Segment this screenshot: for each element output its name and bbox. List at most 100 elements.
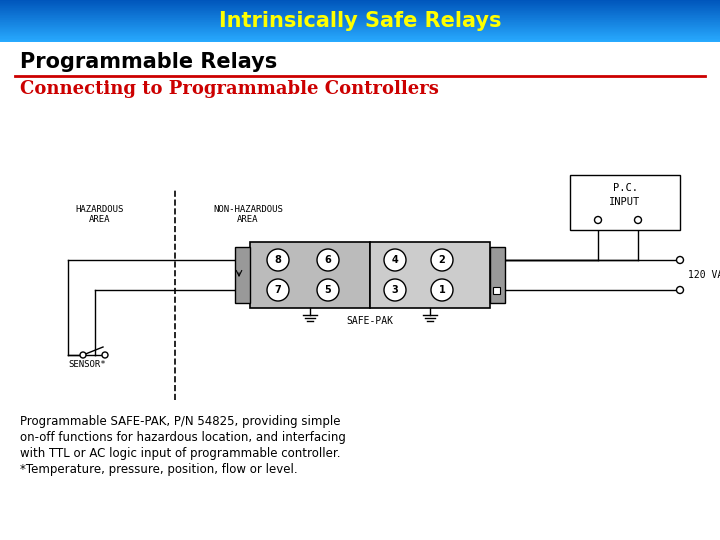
Bar bbox=[0, 30, 720, 31]
Bar bbox=[0, 11, 720, 12]
Bar bbox=[0, 34, 720, 35]
Bar bbox=[490, 247, 505, 303]
Bar bbox=[0, 22, 720, 23]
Bar bbox=[0, 21, 720, 22]
Bar bbox=[0, 8, 720, 9]
Bar bbox=[0, 4, 720, 5]
Bar bbox=[0, 3, 720, 4]
Bar bbox=[0, 35, 720, 36]
Bar bbox=[370, 242, 490, 308]
Bar bbox=[0, 32, 720, 33]
Bar bbox=[0, 23, 720, 24]
Bar bbox=[0, 17, 720, 18]
Bar bbox=[0, 16, 720, 17]
Circle shape bbox=[595, 217, 601, 224]
Bar bbox=[0, 2, 720, 3]
Circle shape bbox=[267, 279, 289, 301]
Text: Intrinsically Safe Relays: Intrinsically Safe Relays bbox=[219, 11, 501, 31]
Text: 5: 5 bbox=[325, 285, 331, 295]
Bar bbox=[0, 20, 720, 21]
Text: 3: 3 bbox=[392, 285, 398, 295]
Bar bbox=[0, 19, 720, 21]
Bar bbox=[0, 9, 720, 10]
Bar bbox=[0, 0, 720, 2]
Bar bbox=[0, 9, 720, 10]
Circle shape bbox=[431, 249, 453, 271]
Text: Connecting to Programmable Controllers: Connecting to Programmable Controllers bbox=[20, 80, 439, 98]
Bar bbox=[0, 21, 720, 22]
Text: SENSOR*: SENSOR* bbox=[68, 360, 106, 369]
Bar bbox=[0, 10, 720, 11]
Bar bbox=[235, 247, 250, 303]
Circle shape bbox=[677, 287, 683, 294]
Bar bbox=[0, 37, 720, 38]
Bar bbox=[570, 175, 680, 230]
Bar bbox=[0, 25, 720, 26]
Bar bbox=[0, 18, 720, 19]
Bar bbox=[0, 39, 720, 40]
Circle shape bbox=[317, 279, 339, 301]
Bar bbox=[0, 2, 720, 3]
Bar bbox=[493, 287, 500, 294]
Bar bbox=[0, 7, 720, 9]
Bar bbox=[0, 31, 720, 32]
Circle shape bbox=[267, 249, 289, 271]
Bar bbox=[0, 1, 720, 2]
Bar bbox=[0, 35, 720, 36]
Bar bbox=[0, 0, 720, 1]
Text: Programmable SAFE-PAK, P/N 54825, providing simple: Programmable SAFE-PAK, P/N 54825, provid… bbox=[20, 415, 341, 428]
Text: HAZARDOUS
AREA: HAZARDOUS AREA bbox=[76, 205, 124, 225]
Circle shape bbox=[677, 256, 683, 264]
Bar bbox=[0, 39, 720, 40]
Text: Programmable Relays: Programmable Relays bbox=[20, 52, 277, 72]
Bar bbox=[250, 242, 370, 308]
Bar bbox=[0, 15, 720, 16]
Text: 6: 6 bbox=[325, 255, 331, 265]
Circle shape bbox=[102, 352, 108, 358]
Text: P.C.: P.C. bbox=[613, 183, 637, 193]
Text: with TTL or AC logic input of programmable controller.: with TTL or AC logic input of programmab… bbox=[20, 447, 341, 460]
Text: 8: 8 bbox=[274, 255, 282, 265]
Bar bbox=[0, 4, 720, 5]
Circle shape bbox=[431, 279, 453, 301]
Text: 4: 4 bbox=[392, 255, 398, 265]
Bar bbox=[0, 37, 720, 38]
Bar bbox=[0, 36, 720, 37]
Text: on-off functions for hazardous location, and interfacing: on-off functions for hazardous location,… bbox=[20, 431, 346, 444]
Bar bbox=[0, 30, 720, 31]
Bar bbox=[0, 28, 720, 29]
Bar bbox=[0, 23, 720, 24]
Bar bbox=[0, 27, 720, 28]
Bar bbox=[0, 14, 720, 16]
Bar bbox=[0, 41, 720, 42]
Text: NON-HAZARDOUS
AREA: NON-HAZARDOUS AREA bbox=[213, 205, 283, 225]
Bar bbox=[0, 38, 720, 39]
Circle shape bbox=[317, 249, 339, 271]
Bar bbox=[0, 33, 720, 35]
Bar bbox=[0, 32, 720, 33]
Bar bbox=[0, 18, 720, 19]
Circle shape bbox=[384, 249, 406, 271]
Bar bbox=[0, 16, 720, 17]
Bar bbox=[0, 12, 720, 14]
Bar bbox=[0, 40, 720, 41]
Text: 1: 1 bbox=[438, 285, 446, 295]
Bar bbox=[0, 29, 720, 30]
Bar bbox=[0, 24, 720, 25]
Text: SAFE-PAK: SAFE-PAK bbox=[346, 316, 394, 326]
Bar bbox=[0, 6, 720, 8]
Text: *Temperature, pressure, position, flow or level.: *Temperature, pressure, position, flow o… bbox=[20, 463, 297, 476]
Bar bbox=[0, 14, 720, 15]
Circle shape bbox=[634, 217, 642, 224]
Circle shape bbox=[384, 279, 406, 301]
Bar bbox=[0, 26, 720, 28]
Circle shape bbox=[80, 352, 86, 358]
Bar bbox=[0, 13, 720, 14]
Bar bbox=[0, 5, 720, 6]
Bar bbox=[0, 11, 720, 12]
Bar bbox=[0, 6, 720, 7]
Text: 120 VAC: 120 VAC bbox=[688, 270, 720, 280]
Bar bbox=[0, 25, 720, 26]
Text: 7: 7 bbox=[274, 285, 282, 295]
Text: INPUT: INPUT bbox=[609, 197, 641, 207]
